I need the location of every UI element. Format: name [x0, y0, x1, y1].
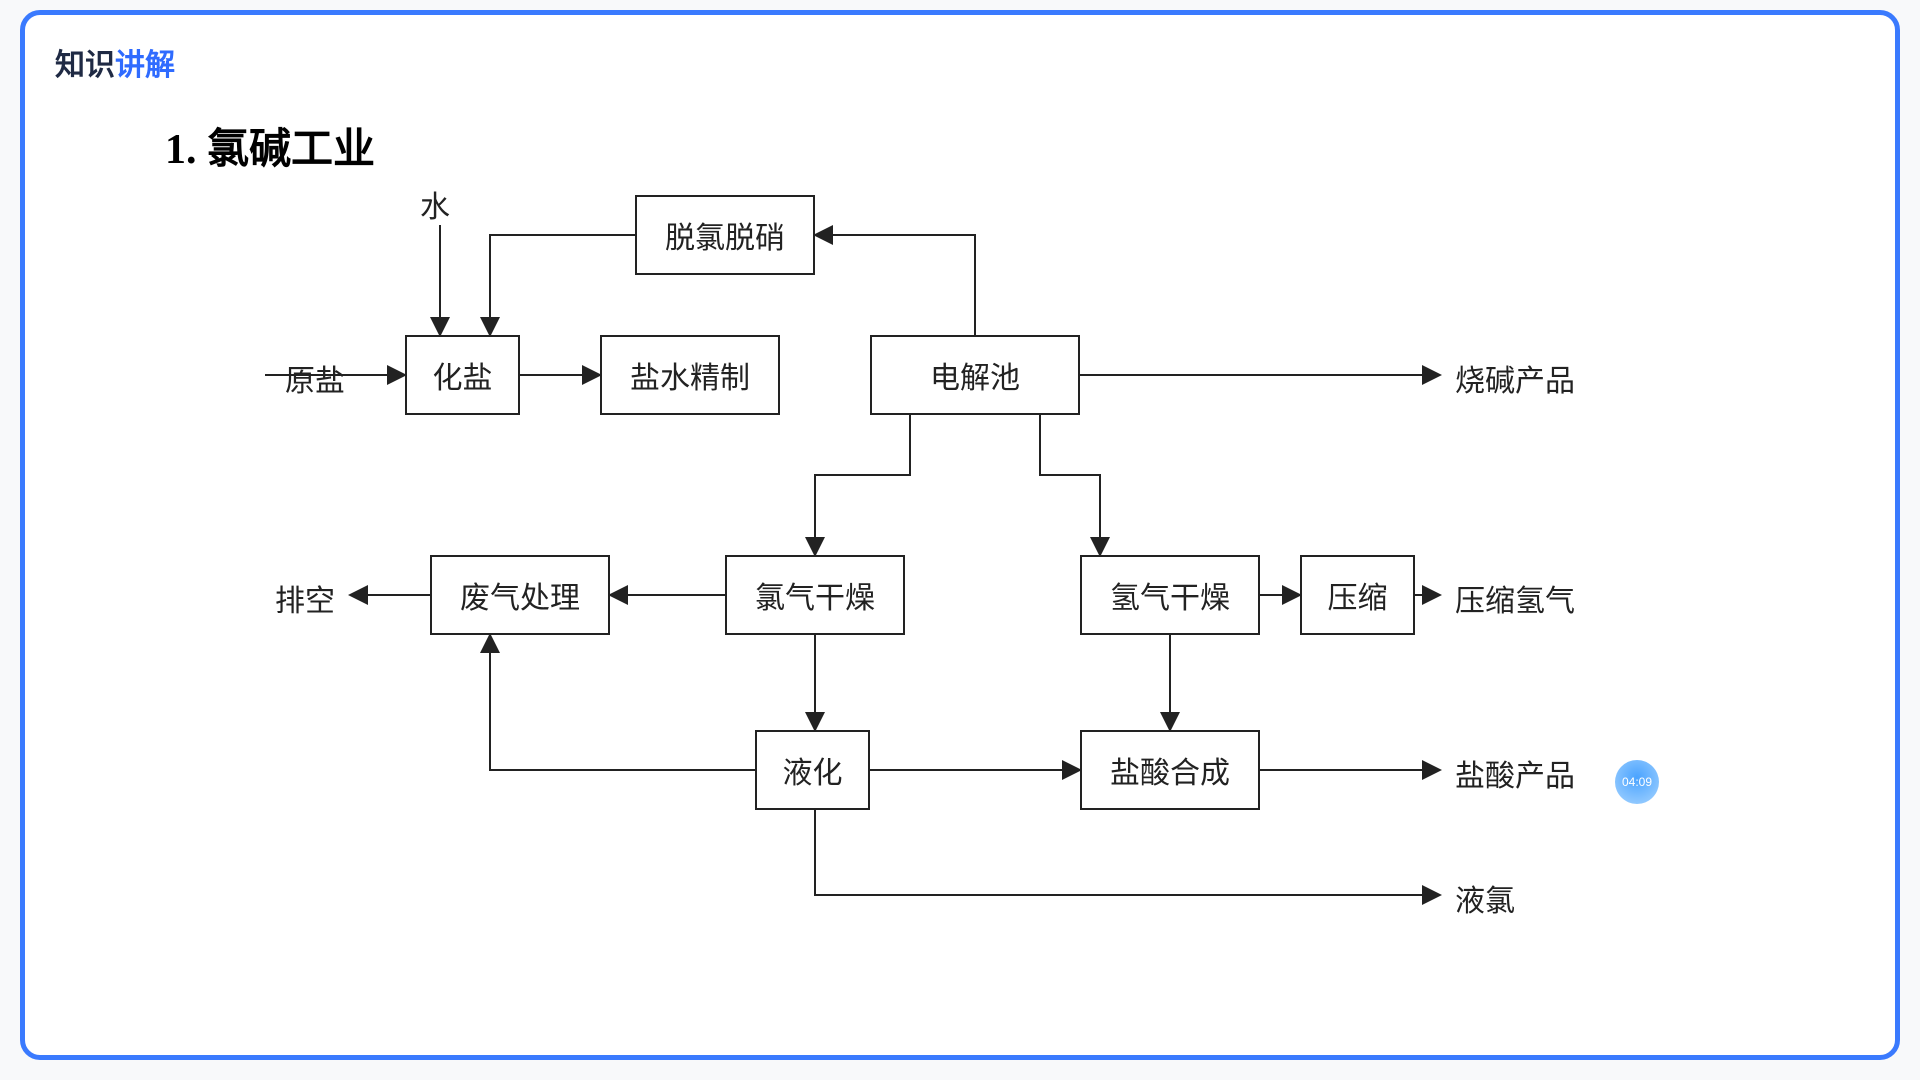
edge-dianjie_to_qinggan	[1040, 415, 1100, 555]
timestamp-badge: 04:09	[1615, 760, 1659, 804]
edge-tuolv_to_huayan	[490, 235, 635, 335]
label-lbl_yuanyan: 原盐	[285, 356, 345, 400]
node-huayan: 化盐	[405, 335, 520, 415]
node-jingzhi: 盐水精制	[600, 335, 780, 415]
edge-yehua_to_yelv	[815, 810, 1440, 895]
node-yehua: 液化	[755, 730, 870, 810]
node-dianjie: 电解池	[870, 335, 1080, 415]
label-lbl_shaojian: 烧碱产品	[1455, 356, 1575, 400]
node-lvganz: 氯气干燥	[725, 555, 905, 635]
node-yansuan: 盐酸合成	[1080, 730, 1260, 810]
flowchart: 化盐盐水精制 脱氯脱硝电解池废气处理 氯气干燥 氢气干燥压缩液化 盐酸合成 水原盐 烧碱产品…	[0, 0, 1920, 1080]
node-feiqi: 废气处理	[430, 555, 610, 635]
label-lbl_paikong: 排空	[275, 576, 335, 620]
flowchart-edges	[0, 0, 1920, 1080]
label-lbl_yasuoh2: 压缩氢气	[1455, 576, 1575, 620]
label-lbl_yansuan: 盐酸产品	[1455, 751, 1575, 795]
node-tuolv: 脱氯脱硝	[635, 195, 815, 275]
edge-yehua_to_feiqi	[490, 635, 755, 770]
edge-dianjie_to_lvganz	[815, 415, 910, 555]
node-qinggan: 氢气干燥	[1080, 555, 1260, 635]
label-lbl_shui: 水	[420, 182, 450, 226]
edge-dianjie_to_tuolv	[815, 235, 975, 335]
node-yasuo: 压缩	[1300, 555, 1415, 635]
label-lbl_yelv: 液氯	[1455, 876, 1515, 920]
